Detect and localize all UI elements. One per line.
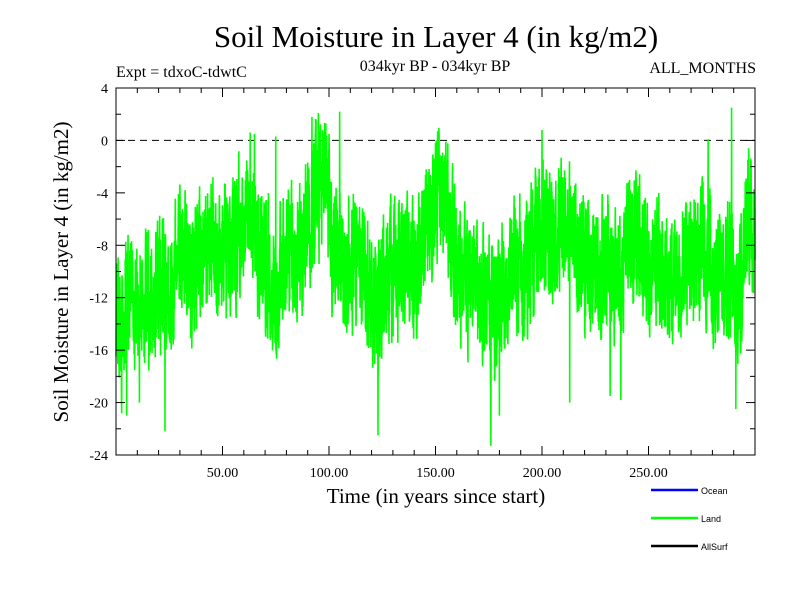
axes-layer: 50.00 100.00 150.00 200.00 250.00 4 0 -4 -8 -12 -1…	[89, 82, 756, 481]
legend-label-ocean: Ocean	[701, 486, 728, 496]
y-tick-label: -20	[89, 397, 108, 412]
x-tick-label: 100.00	[310, 466, 349, 481]
y-tick-label: -4	[96, 187, 108, 202]
legend-label-allsurf: AllSurf	[701, 542, 728, 552]
y-tick-label: -24	[89, 449, 108, 464]
y-tick-label: -16	[89, 344, 108, 359]
y-tick-label: 0	[101, 134, 108, 149]
y-tick-label: 4	[101, 82, 108, 97]
x-tick-label: 250.00	[629, 466, 668, 481]
legend: Ocean Land AllSurf	[651, 486, 728, 552]
period-label: 034kyr BP - 034kyr BP	[360, 58, 511, 75]
x-axis-label: Time (in years since start)	[327, 484, 546, 508]
plot-layer	[115, 107, 756, 446]
y-axis-label: Soil Moisture in Layer 4 (in kg/m2)	[49, 122, 73, 423]
chart-title: Soil Moisture in Layer 4 (in kg/m2)	[214, 19, 658, 54]
y-tick-label: -8	[96, 239, 108, 254]
x-tick-label: 200.00	[523, 466, 562, 481]
x-tick-label: 50.00	[207, 466, 239, 481]
y-tick-label: -12	[89, 292, 108, 307]
legend-label-land: Land	[701, 514, 721, 524]
x-tick-label: 150.00	[416, 466, 455, 481]
experiment-label: Expt = tdxoC-tdwtC	[116, 64, 247, 81]
months-label: ALL_MONTHS	[649, 60, 756, 77]
land-series-line	[115, 107, 756, 446]
